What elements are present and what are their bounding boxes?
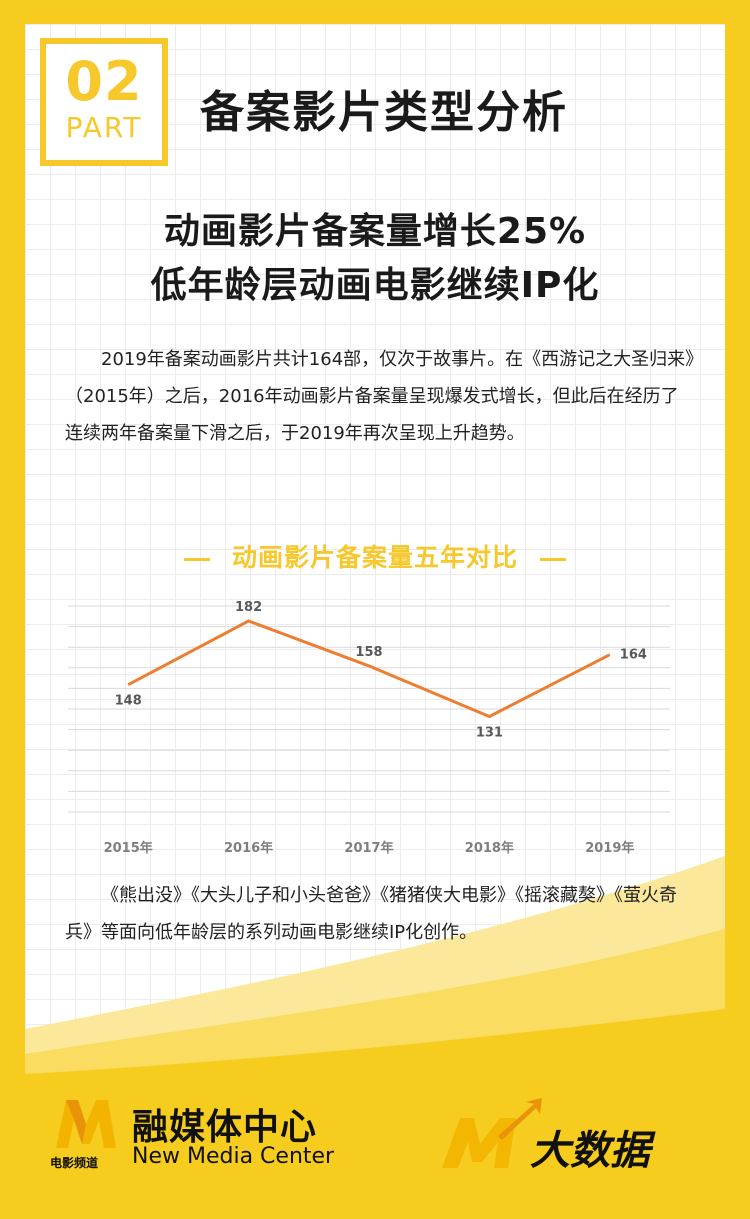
data-label: 158 xyxy=(355,645,382,660)
intro-paragraph: 2019年备案动画影片共计164部，仅次于故事片。在《西游记之大圣归来》（201… xyxy=(65,349,695,444)
logo-english-name: New Media Center xyxy=(132,1144,335,1169)
logo-chinese-name: 融媒体中心 xyxy=(132,1107,318,1148)
logo-sub-label: 电影频道 xyxy=(50,1156,99,1170)
big-data-logo: 大数据 xyxy=(438,1096,698,1176)
section-title: 备案影片类型分析 xyxy=(200,87,568,138)
content-card: 02 PART 备案影片类型分析 动画影片备案量增长25% 低年龄层动画电影继续… xyxy=(25,24,725,1195)
badge-part-label: PART xyxy=(65,111,143,144)
x-tick-label: 2018年 xyxy=(465,840,514,856)
chart-title-row: 动画影片备案量五年对比 xyxy=(25,538,725,574)
x-tick-label: 2017年 xyxy=(344,840,393,856)
title-dash-left xyxy=(183,557,210,561)
line-chart: 2015年 2016年 2017年 2018年 2019年 148 182 158 131 164 xyxy=(68,600,670,856)
x-tick-label: 2015年 xyxy=(104,840,153,856)
data-label: 164 xyxy=(620,648,647,663)
data-label: 182 xyxy=(235,600,262,615)
m-logo-icon xyxy=(56,1100,116,1148)
big-data-label: 大数据 xyxy=(530,1128,650,1174)
data-label: 148 xyxy=(115,694,142,709)
part-badge: 02 PART xyxy=(40,38,168,166)
x-tick-label: 2016年 xyxy=(224,840,273,856)
title-dash-right xyxy=(540,557,566,561)
series-line xyxy=(127,619,611,718)
yellow-wave-decoration xyxy=(25,856,725,1195)
closing-paragraph: 《熊出没》《大头儿子和小头爸爸》《猪猪侠大电影》《摇滚藏獒》《萤火奇兵》等面向低… xyxy=(65,885,677,943)
m-arrow-icon xyxy=(442,1098,542,1168)
badge-number: 02 xyxy=(65,50,143,113)
chart-title: 动画影片备案量五年对比 xyxy=(231,543,518,572)
headline-line-1: 动画影片备案量增长25% xyxy=(163,211,587,252)
headline-line-2: 低年龄层动画电影继续IP化 xyxy=(150,265,600,306)
data-label: 131 xyxy=(476,725,503,740)
x-tick-label: 2019年 xyxy=(585,840,634,856)
